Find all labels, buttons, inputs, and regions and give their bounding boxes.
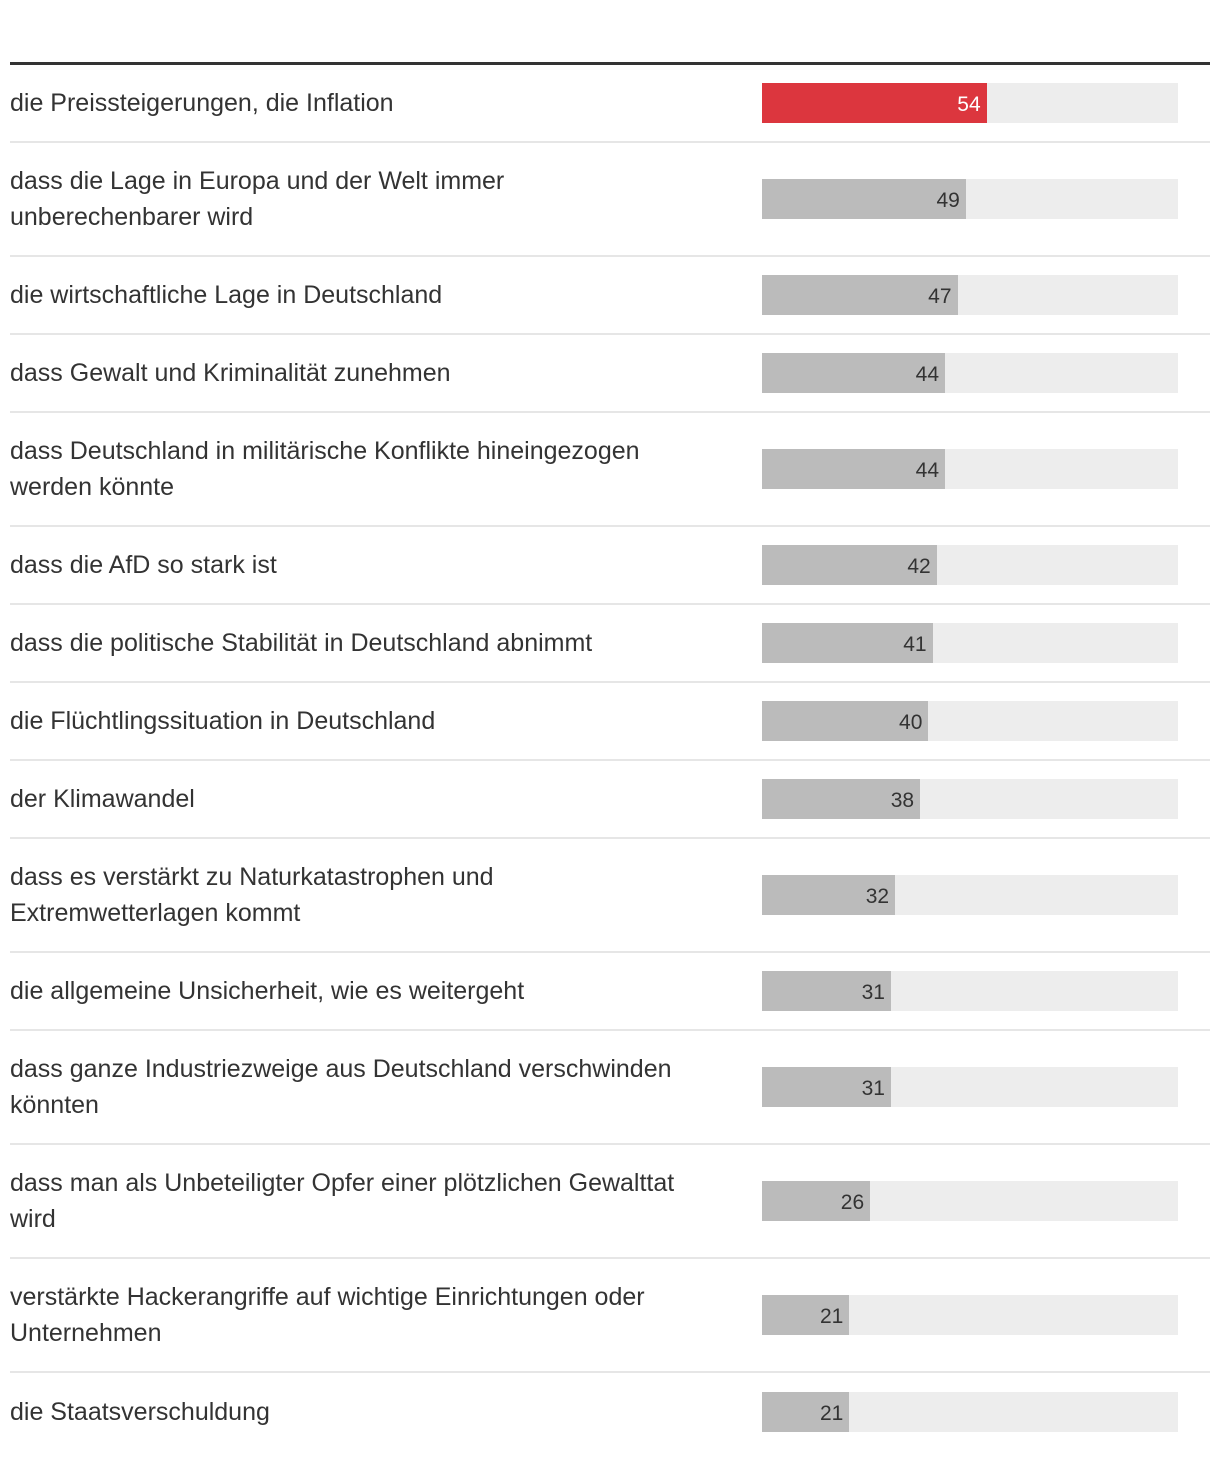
- bar-row: die Preissteigerungen, die Inflation 54: [10, 65, 1210, 143]
- bar-track: 41: [762, 623, 1178, 663]
- bar-track: 40: [762, 701, 1178, 741]
- bar: 40: [762, 701, 929, 741]
- category-label: dass man als Unbeteiligter Opfer einer p…: [10, 1169, 675, 1233]
- bar-track: 54: [762, 83, 1178, 123]
- value-label: 26: [840, 1191, 865, 1214]
- value-label: 54: [957, 93, 981, 116]
- bar-track: 26: [762, 1181, 1178, 1221]
- value-label: 42: [907, 555, 931, 578]
- category-label: dass Gewalt und Kriminalität zunehmen: [10, 359, 451, 387]
- category-label: dass die AfD so stark ist: [10, 551, 277, 579]
- category-label: verstärkte Hackerangriffe auf wichtige E…: [10, 1283, 645, 1347]
- category-label: die allgemeine Unsicherheit, wie es weit…: [10, 977, 525, 1005]
- bar-row: dass ganze Industriezweige aus Deutschla…: [10, 1031, 1210, 1145]
- value-label: 44: [915, 363, 940, 386]
- category-label: dass Deutschland in militärische Konflik…: [10, 437, 640, 501]
- chart-rows: die Preissteigerungen, die Inflation 54 da…: [10, 65, 1210, 1451]
- bar-track: 31: [762, 1067, 1178, 1107]
- bar-track: 42: [762, 545, 1178, 585]
- bar-track: 44: [762, 449, 1178, 489]
- bar-track: 21: [762, 1295, 1178, 1335]
- bar: 26: [762, 1181, 871, 1221]
- bar-row: dass man als Unbeteiligter Opfer einer p…: [10, 1145, 1210, 1259]
- value-label: 44: [915, 459, 940, 482]
- value-label: 31: [861, 981, 885, 1004]
- bar-row: die wirtschaftliche Lage in Deutschland 4…: [10, 257, 1210, 335]
- bar: 38: [762, 779, 921, 819]
- bar-track: 31: [762, 971, 1178, 1011]
- bar-row: dass die politische Stabilität in Deutsc…: [10, 605, 1210, 683]
- bar-track: 44: [762, 353, 1178, 393]
- bar-row: der Klimawandel 38: [10, 761, 1210, 839]
- bar-row: die Flüchtlingssituation in Deutschland 4…: [10, 683, 1210, 761]
- value-label: 21: [820, 1305, 844, 1328]
- category-label: dass die Lage in Europa und der Welt imm…: [10, 167, 505, 231]
- bar-row: dass die AfD so stark ist 42: [10, 527, 1210, 605]
- bar: 32: [762, 875, 896, 915]
- bar-row: dass die Lage in Europa und der Welt imm…: [10, 143, 1210, 257]
- top-rule: [10, 62, 1210, 65]
- value-label: 21: [820, 1402, 844, 1425]
- category-label: dass die politische Stabilität in Deutsc…: [10, 629, 593, 657]
- bar: 31: [762, 1067, 891, 1107]
- bar-row: dass es verstärkt zu Naturkatastrophen u…: [10, 839, 1210, 953]
- bar: 47: [762, 275, 958, 315]
- bar: 31: [762, 971, 891, 1011]
- value-label: 31: [861, 1077, 885, 1100]
- bar: 42: [762, 545, 937, 585]
- bar-row: die allgemeine Unsicherheit, wie es weit…: [10, 953, 1210, 1031]
- bar: 41: [762, 623, 933, 663]
- value-label: 38: [890, 789, 915, 812]
- bar-track: 47: [762, 275, 1178, 315]
- value-label: 49: [936, 189, 960, 212]
- category-label: die Staatsverschuldung: [10, 1398, 270, 1426]
- bar-chart: die Preissteigerungen, die Inflation 54 da…: [10, 62, 1210, 1451]
- bar-track: 32: [762, 875, 1178, 915]
- category-label: die wirtschaftliche Lage in Deutschland: [10, 281, 443, 309]
- bar-row: verstärkte Hackerangriffe auf wichtige E…: [10, 1259, 1210, 1373]
- bar: 54: [762, 83, 987, 123]
- bar-track: 49: [762, 179, 1178, 219]
- bar-track: 21: [762, 1392, 1178, 1432]
- category-label: die Flüchtlingssituation in Deutschland: [10, 707, 436, 735]
- category-label: der Klimawandel: [10, 785, 195, 813]
- bar: 44: [762, 353, 946, 393]
- value-label: 40: [899, 711, 923, 734]
- bar-row: dass Deutschland in militärische Konflik…: [10, 413, 1210, 527]
- bar: 21: [762, 1295, 850, 1335]
- bar-track: 38: [762, 779, 1178, 819]
- bar-row: die Staatsverschuldung 21: [10, 1373, 1210, 1451]
- value-label: 32: [865, 885, 890, 908]
- category-label: die Preissteigerungen, die Inflation: [10, 89, 394, 117]
- category-label: dass es verstärkt zu Naturkatastrophen u…: [10, 863, 494, 927]
- value-label: 41: [903, 633, 927, 656]
- category-label: dass ganze Industriezweige aus Deutschla…: [10, 1055, 672, 1119]
- bar: 44: [762, 449, 946, 489]
- value-label: 47: [928, 285, 952, 308]
- bar: 49: [762, 179, 966, 219]
- bar-row: dass Gewalt und Kriminalität zunehmen 44: [10, 335, 1210, 413]
- bar: 21: [762, 1392, 850, 1432]
